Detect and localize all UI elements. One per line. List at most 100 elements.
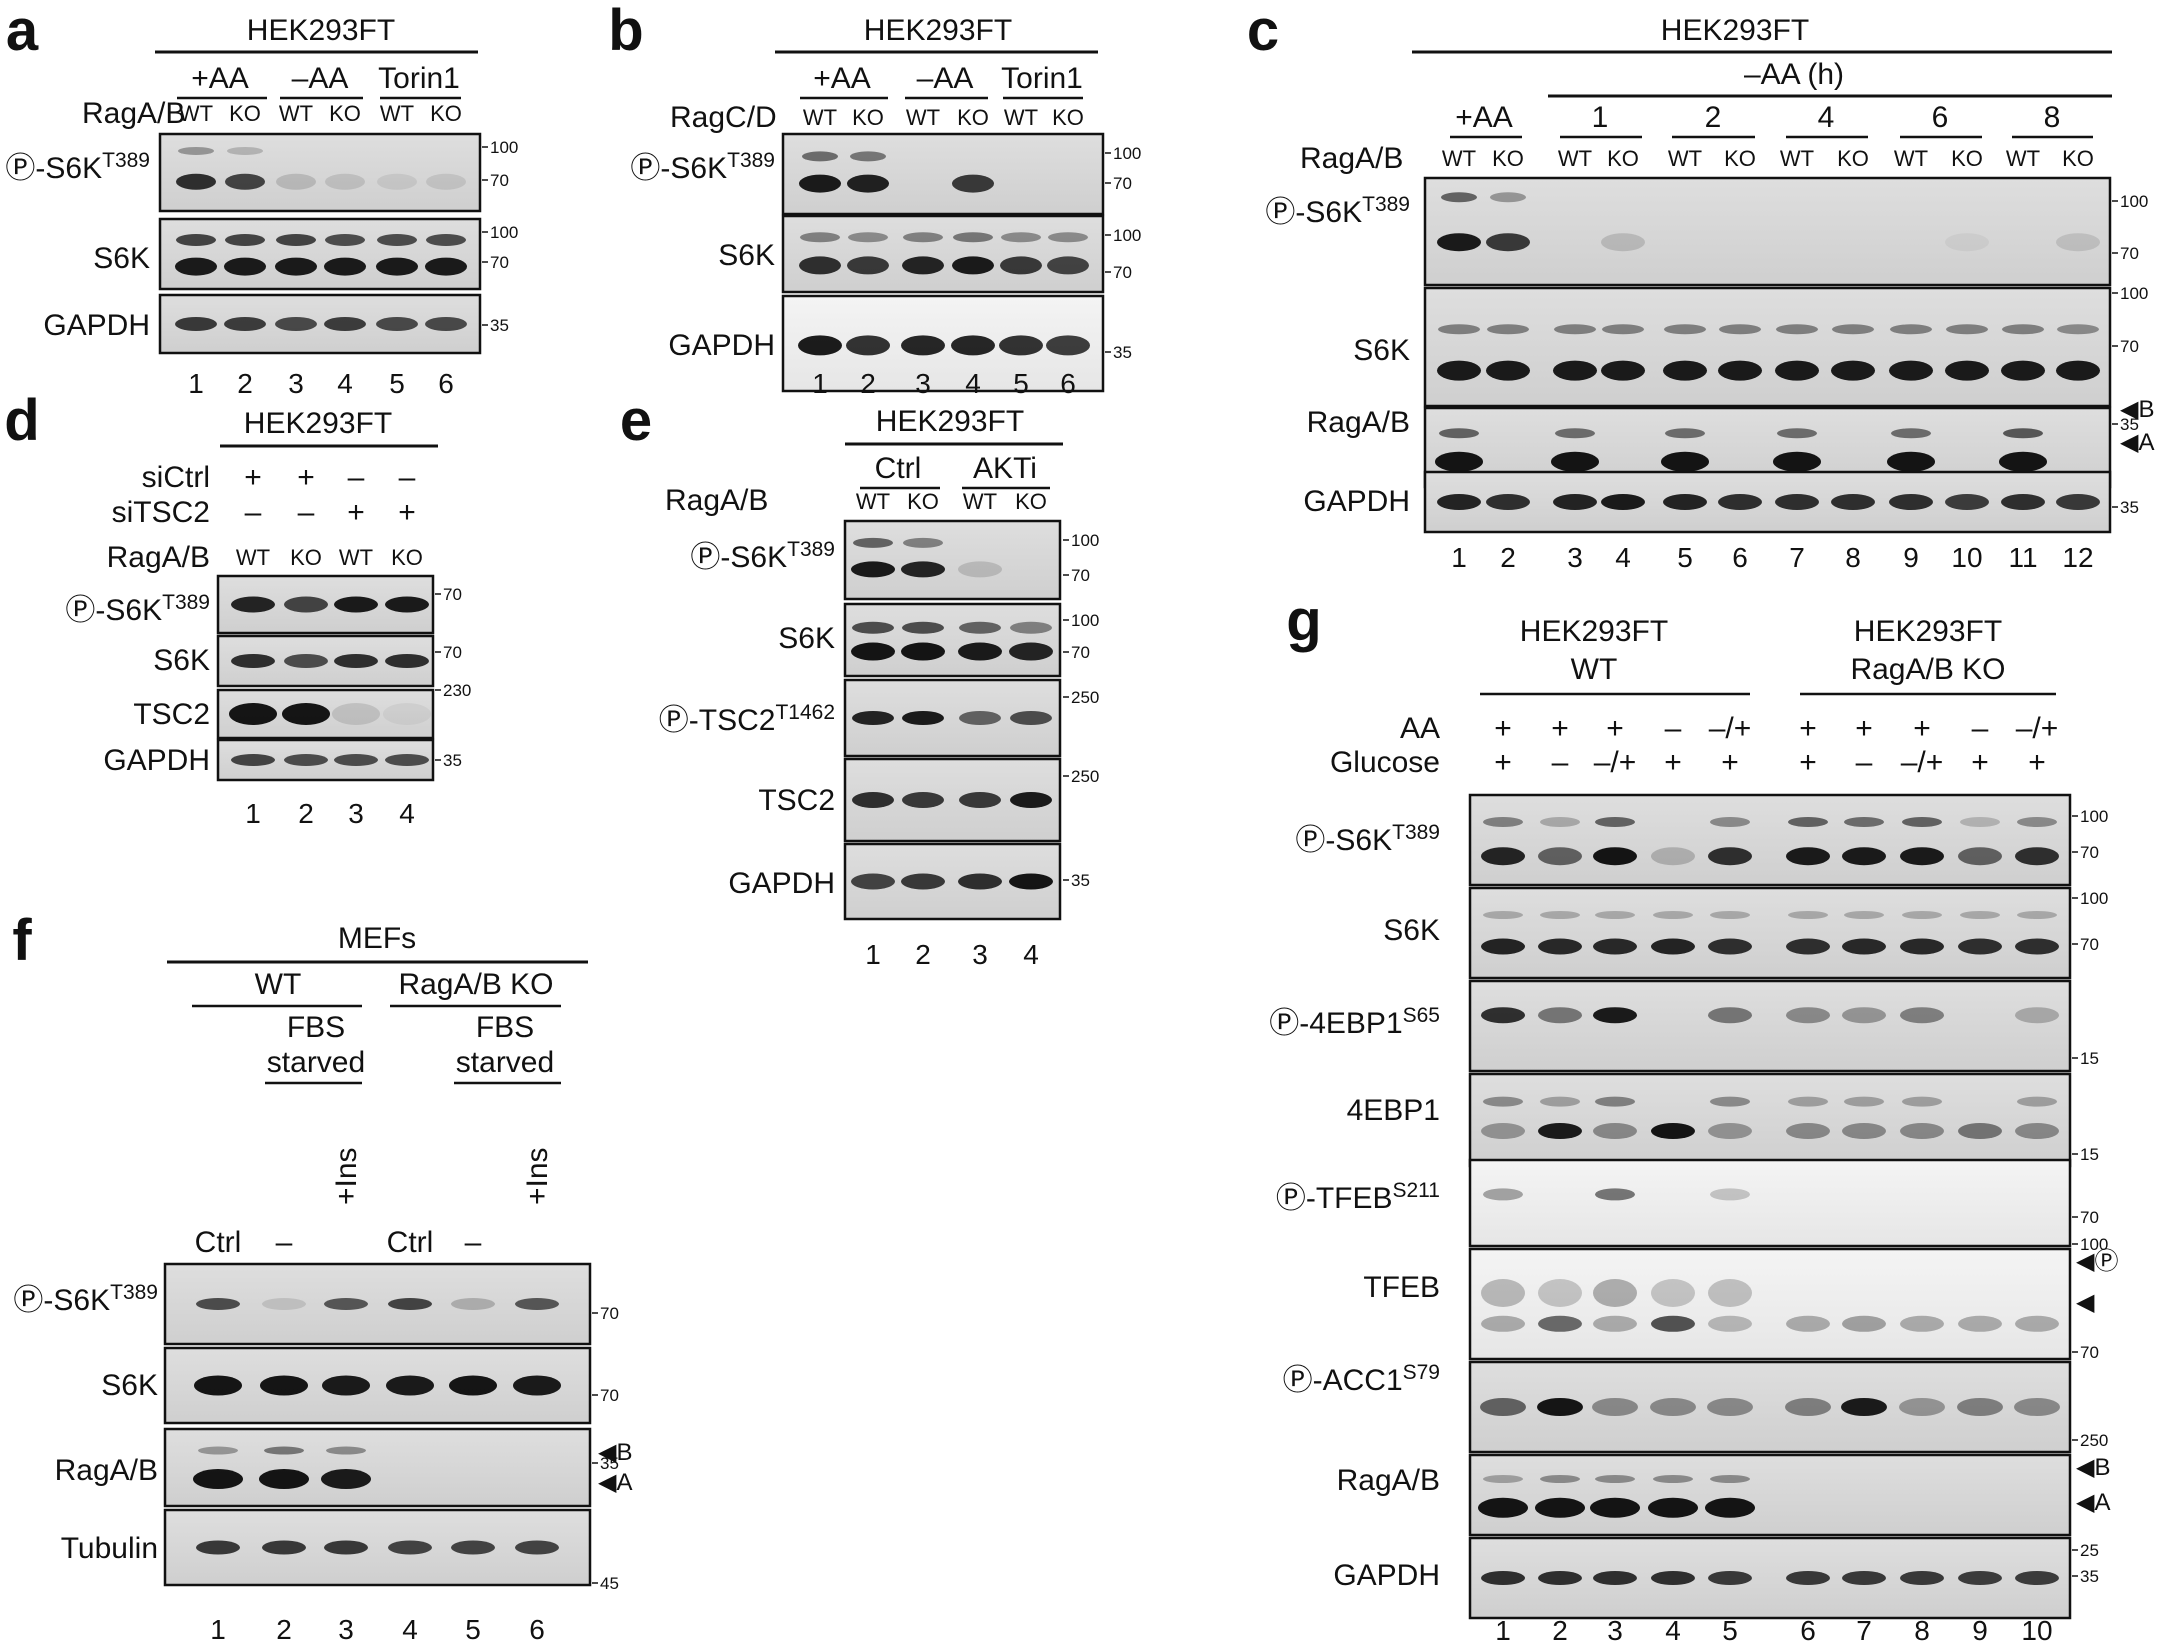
blot-c-GAPDH-band (2056, 494, 2100, 510)
panel-g-lane-number: 7 (1856, 1615, 1872, 1646)
blot-a-GAPDH-band (376, 317, 418, 331)
blot-label-e-pTSC2: Ⓟ-TSC2T1462 (659, 701, 835, 737)
blot-g-S6K-band (1538, 938, 1582, 955)
blot-e-S6K-band (901, 642, 945, 661)
arrow-label-B: ◀B (2120, 396, 2154, 423)
panel-f-header: MEFs (338, 922, 416, 955)
blot-b-pS6K (781, 132, 1105, 216)
panel-g-row-value: – (1972, 712, 1989, 745)
panel-a-lane-number: 6 (438, 368, 454, 399)
panel-g-lane-number: 8 (1914, 1615, 1930, 1646)
blot-a-S6K-band (426, 234, 466, 246)
blot-label-b-S6K: S6K (718, 239, 775, 272)
mw-marker: 25 (2080, 1541, 2099, 1560)
blot-b-pS6K-band (850, 151, 886, 162)
blot-e-S6K-band (958, 642, 1002, 661)
panel-b-genotype: WT (906, 105, 940, 130)
blot-a-GAPDH-band (275, 317, 317, 331)
panel-f-treatment: Ctrl (387, 1226, 434, 1259)
mw-marker: 35 (490, 316, 509, 335)
blot-b-S6K-band (847, 256, 889, 275)
blot-b-S6K-band (800, 232, 840, 243)
panel-d-lane-number: 2 (298, 798, 314, 829)
blot-c-RagAB-band (2003, 428, 2043, 439)
blot-g-pS6K-band (1958, 847, 2002, 866)
panel-e-lane-number: 2 (915, 939, 931, 970)
blot-a-S6K (158, 217, 482, 291)
blot-g-RagAB-band (1595, 1475, 1635, 1483)
panel-f-subgroup: starved (267, 1046, 365, 1079)
blot-g-p4EBP1-band (1593, 1007, 1637, 1024)
blot-g-TFEB-band (1538, 1279, 1582, 1307)
blot-f-Tubulin (163, 1508, 592, 1587)
blot-d-pS6K-band (334, 596, 378, 613)
panel-a-genotype: WT (279, 101, 313, 126)
panel-e-condition: AKTi (973, 452, 1037, 485)
panel-a-lane-number: 3 (288, 368, 304, 399)
panel-g-row-value: – (1665, 712, 1682, 745)
panel-c-condition: 6 (1932, 101, 1949, 134)
blot-g-pTFEB-band (1710, 1188, 1750, 1201)
panel-g-lane-number: 10 (2021, 1615, 2052, 1646)
panel-letter-c: c (1247, 0, 1279, 63)
blot-e-TSC2-band (902, 792, 944, 808)
blot-g-TFEB-band (1481, 1315, 1525, 1332)
blot-a-GAPDH-band (324, 317, 366, 331)
blot-c-S6K-band (1553, 360, 1597, 381)
panel-g-row-value: –/+ (1901, 746, 1944, 779)
blot-label-g-TFEB: TFEB (1363, 1271, 1440, 1304)
panel-c-lane-number: 6 (1732, 542, 1748, 573)
blot-a-GAPDH-band (224, 317, 266, 331)
panel-c-lane-number: 7 (1789, 542, 1805, 573)
blot-f-RagAB-band (259, 1469, 309, 1490)
blot-b-GAPDH-band (999, 335, 1043, 356)
panel-d-row-value: – (298, 496, 315, 529)
mw-marker: 35 (2080, 1567, 2099, 1586)
blot-g-pACC1-band (1650, 1398, 1696, 1416)
blot-g-pACC1-band (1841, 1398, 1887, 1416)
panel-e-genotype: KO (1015, 489, 1047, 514)
mw-marker: 100 (2080, 807, 2108, 826)
blot-label-g-pACC1: Ⓟ-ACC1S79 (1283, 1361, 1440, 1397)
blot-b-S6K-band (799, 256, 841, 275)
blot-d-pS6K-band (231, 596, 275, 613)
arrow-label-phospho: ◀Ⓟ (2076, 1248, 2118, 1275)
blot-g-pS6K-band (1960, 817, 2000, 827)
blot-g-S6K-band (1786, 938, 1830, 955)
panel-d-row-value: – (245, 496, 262, 529)
blot-f-S6K-band (322, 1375, 370, 1396)
panel-e-lane-number: 3 (972, 939, 988, 970)
blot-g-pS6K-band (1902, 817, 1942, 827)
blot-g-pS6K-band (1595, 817, 1635, 827)
panel-d-row-value: + (297, 461, 315, 494)
blot-g-4EBP1-band (1958, 1123, 2002, 1140)
blot-g-S6K-band (1960, 911, 2000, 919)
blot-b-S6K-frame (781, 214, 1105, 294)
blot-c-S6K-band (1601, 360, 1645, 381)
panel-letter-g: g (1286, 588, 1321, 653)
blot-g-S6K-band (1710, 911, 1750, 919)
blot-a-S6K-frame (158, 217, 482, 291)
panel-f-subgroup: FBS (476, 1011, 534, 1044)
blot-g-RagAB-band (1710, 1475, 1750, 1483)
panel-d-genotype: WT (236, 545, 270, 570)
blot-g-4EBP1-band (2017, 1096, 2057, 1107)
panel-c-genotype: KO (1951, 146, 1983, 171)
blot-c-S6K-band (1775, 360, 1819, 381)
blot-e-S6K-band (1009, 642, 1053, 661)
blot-label-g-pS6K: Ⓟ-S6KT389 (1295, 821, 1440, 857)
blot-d-GAPDH (216, 738, 435, 782)
panel-b-genotype: WT (803, 105, 837, 130)
panel-b-header: HEK293FT (864, 14, 1012, 47)
blot-c-pS6K-band (1490, 192, 1526, 203)
blot-e-pS6K (843, 519, 1062, 601)
panel-g-row-label: AA (1400, 712, 1440, 745)
blot-e-S6K (843, 602, 1062, 678)
panel-c-genotype: KO (2062, 146, 2094, 171)
blot-c-GAPDH-band (1831, 494, 1875, 510)
panel-d-row-value: + (398, 496, 416, 529)
blot-c-S6K (1423, 286, 2112, 408)
blot-a-GAPDH (158, 293, 482, 355)
panel-g-row-value: – (1856, 746, 1873, 779)
panel-g-row-value: + (1664, 746, 1682, 779)
